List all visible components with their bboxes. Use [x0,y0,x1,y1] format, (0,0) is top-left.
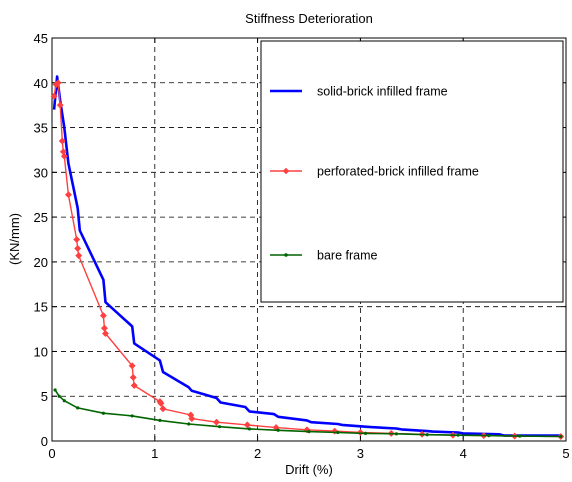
y-tick-label: 40 [34,76,48,91]
data-point [101,329,110,338]
data-point [158,418,162,423]
y-tick-label: 10 [34,344,48,359]
y-tick-label: 0 [41,434,48,449]
data-point [276,428,280,432]
data-point [99,312,107,320]
data-point [130,414,134,418]
data-point [188,415,196,423]
data-point [130,381,138,390]
data-point [157,399,165,407]
data-point [64,191,73,199]
y-tick-label: 45 [34,31,48,46]
legend-label: solid-brick infilled frame [317,85,448,99]
data-point [187,422,191,426]
data-point [53,388,57,392]
data-point [456,433,460,437]
data-point [487,434,491,438]
data-point [217,425,222,429]
legend-label: perforated-brick infilled frame [317,165,479,179]
legend-box [260,40,564,303]
data-point [307,429,311,434]
x-tick-label: 4 [460,446,467,461]
legend: solid-brick infilled frame perforated-bri… [260,40,564,303]
data-point [74,244,82,253]
data-point [101,411,105,415]
y-tick-label: 35 [34,121,48,136]
series-layer [50,75,565,441]
y-tick-label: 30 [34,165,48,180]
data-point [58,137,66,145]
data-point [62,399,66,403]
series-3 [53,388,563,439]
data-point [60,152,68,160]
y-tick-label: 20 [34,255,48,270]
data-point [76,406,80,410]
x-tick-label: 5 [562,446,569,461]
x-tick-label: 1 [151,446,158,461]
data-point [559,434,563,439]
y-axis-label: (KN/mm) [7,213,22,265]
x-axis-label: Drift (%) [285,462,333,477]
data-point [212,418,221,426]
series-line [52,75,561,437]
data-point [518,434,522,438]
legend-swatch-marker [282,167,290,175]
data-point [50,92,58,100]
y-tick-label: 25 [34,210,48,225]
data-point [75,252,83,260]
data-point [159,405,167,413]
data-point [336,430,340,435]
data-point [56,101,64,109]
x-tick-label: 0 [48,446,55,461]
data-point [363,431,368,435]
y-tick-label: 5 [41,389,48,404]
data-point [54,79,62,87]
data-point [394,432,398,436]
legend-swatch-marker [284,253,288,257]
x-tick-label: 3 [357,446,364,461]
y-tick-label: 15 [34,300,48,315]
data-point [73,235,81,244]
x-tick-label: 2 [254,446,261,461]
data-point [425,433,429,437]
data-point [57,394,61,398]
legend-label: bare frame [317,249,377,263]
series-line [54,389,561,438]
data-point [128,362,136,370]
data-point [129,373,137,381]
data-point [247,427,251,431]
series-1 [52,75,561,437]
chart-title: Stiffness Deterioration [245,11,373,26]
